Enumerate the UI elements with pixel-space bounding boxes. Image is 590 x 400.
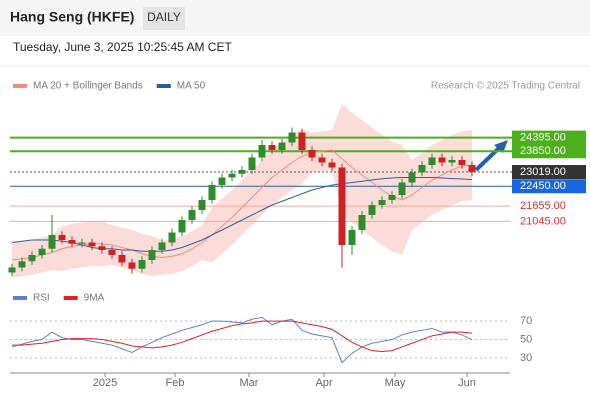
candle-body: [118, 255, 126, 263]
legend-swatch: [63, 296, 78, 300]
candle-body: [128, 262, 136, 269]
candle-body: [228, 173, 236, 178]
legend-swatch: [13, 296, 27, 300]
level-box: [512, 179, 586, 194]
candle-body: [238, 170, 246, 174]
candle-body: [358, 215, 366, 230]
level-box: [512, 130, 586, 145]
candle-body: [438, 157, 446, 163]
candle-body: [338, 167, 346, 245]
candle-body: [18, 261, 26, 268]
candle-body: [148, 250, 156, 260]
ma-line: [11, 177, 473, 252]
candle-body: [468, 165, 476, 173]
candle-body: [58, 235, 66, 240]
source: Research © 2025 Trading Central: [431, 81, 580, 92]
candle-body: [418, 165, 426, 173]
level-label: 21655.00: [520, 200, 566, 212]
x-tick-label: Jun: [458, 377, 476, 389]
candle-body: [198, 200, 206, 210]
candle-body: [48, 235, 56, 249]
candle-body: [68, 240, 76, 244]
x-tick-label: Feb: [166, 377, 185, 389]
candle-body: [278, 142, 286, 150]
candle-body: [398, 182, 406, 195]
series-line: [11, 316, 473, 364]
level-label: 23019.00: [520, 166, 566, 178]
candle-body: [318, 157, 326, 163]
candle-body: [268, 145, 276, 150]
candle-body: [78, 242, 86, 244]
candle-body: [308, 150, 316, 158]
level-label: 23850.00: [520, 145, 566, 157]
legend-label: MA 20 + Bollinger Bands: [33, 81, 143, 92]
legend-swatch: [156, 84, 171, 88]
candle-body: [368, 205, 376, 215]
candle-body: [408, 172, 416, 183]
level-box: [512, 144, 586, 159]
bollinger-band: [12, 103, 472, 278]
candle-body: [348, 230, 356, 245]
legend-label: 9MA: [84, 293, 105, 304]
candle-body: [208, 185, 216, 200]
candle-body: [178, 220, 186, 233]
legend-label: MA 50: [177, 81, 206, 92]
candle-body: [248, 157, 256, 170]
x-tick-label: 2025: [93, 377, 117, 389]
level-label: 21045.00: [520, 215, 566, 227]
candle-body: [378, 200, 386, 205]
series-line: [12, 320, 473, 353]
x-tick-label: Apr: [315, 377, 332, 389]
candle-body: [428, 157, 436, 165]
candle-body: [8, 267, 16, 273]
candle-body: [138, 260, 146, 269]
legend-swatch: [13, 84, 27, 88]
candle-body: [258, 145, 266, 158]
candle-body: [388, 195, 396, 200]
timeframe-box[interactable]: [143, 7, 185, 30]
level-box: [512, 165, 586, 180]
candle-body: [448, 160, 456, 163]
forecast-arrow-head: [494, 140, 508, 153]
y-tick-label: 70: [520, 315, 532, 327]
timeframe[interactable]: DAILY: [147, 10, 181, 24]
candle-body: [108, 250, 116, 255]
candle-body: [458, 160, 466, 165]
candle-body: [88, 242, 96, 247]
level-label: 22450.00: [520, 180, 566, 192]
x-tick-label: May: [385, 377, 406, 389]
candle-body: [298, 132, 306, 150]
candle-body: [218, 177, 226, 185]
x-tick-label: Mar: [240, 377, 259, 389]
timestamp: Tuesday, June 3, 2025 10:25:45 AM CET: [13, 40, 232, 54]
candle-body: [158, 242, 166, 250]
y-tick-label: 30: [520, 352, 532, 364]
legend-label: RSI: [33, 293, 50, 304]
candle-body: [168, 232, 176, 243]
level-label: 24395.00: [520, 132, 566, 144]
candle-body: [38, 248, 46, 255]
candle-body: [328, 162, 336, 168]
candle-body: [188, 210, 196, 220]
candle-body: [28, 255, 36, 262]
title: Hang Seng (HKFE): [10, 9, 134, 25]
candle-body: [98, 246, 106, 250]
y-tick-label: 50: [520, 333, 532, 345]
header-bar: [0, 0, 590, 36]
candle-body: [288, 132, 296, 143]
